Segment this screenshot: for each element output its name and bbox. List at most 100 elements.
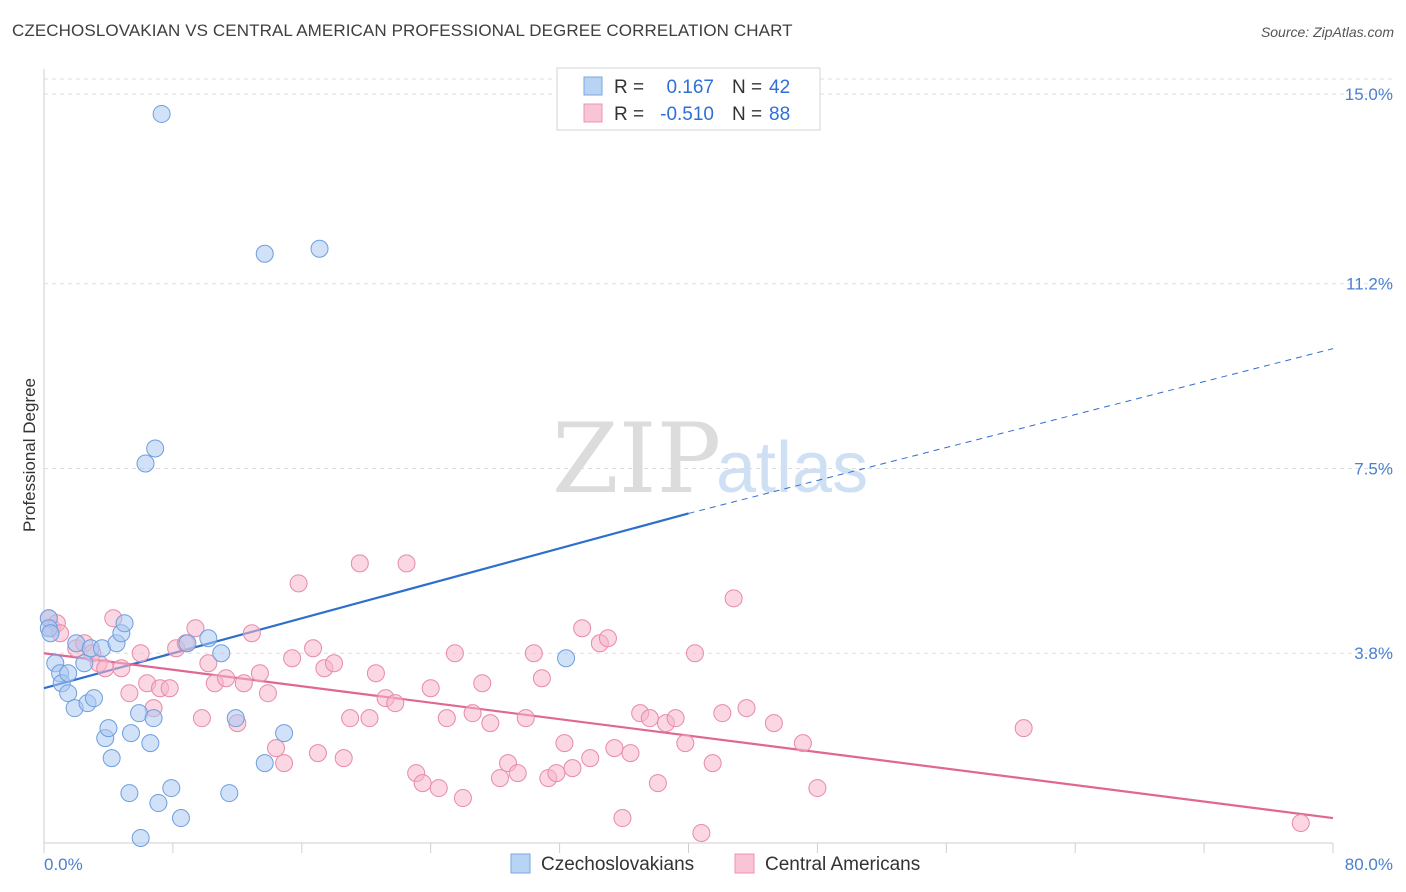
central-american-point [1291,814,1310,833]
czechoslovakian-point [59,684,78,703]
central-american-point [473,674,492,693]
czechoslovakian-point [75,654,94,673]
central-american-point [199,654,218,673]
central-american-point [463,704,482,723]
central-american-point [366,664,385,683]
central-american-point [242,624,261,643]
central-american-point [445,644,464,663]
czechoslovakian-point [102,749,121,768]
central-american-point [555,734,574,753]
czechoslovakian-point [84,689,103,708]
czechoslovakian-point [115,614,134,633]
central-american-point [289,574,308,593]
czechoslovakian-point [557,649,576,668]
central-american-point [508,764,527,783]
x-tick-label-max: 80.0% [1345,855,1393,874]
czechoslovakian-point [41,624,60,643]
central-american-point [547,764,566,783]
central-american-point [429,779,448,798]
y-tick-label: 15.0% [1345,85,1393,104]
central-american-point [234,674,253,693]
bottom-legend-label-1: Czechoslovakians [541,854,694,875]
grid-lines [44,78,1393,654]
central-american-point [453,789,472,808]
central-american-point [613,809,632,828]
czechoslovakian-point [310,239,329,258]
central-american-point [386,694,405,713]
data-points [39,104,1310,848]
central-american-point [160,679,179,698]
central-american-point [360,709,379,728]
legend-n-value-1: 42 [769,77,790,98]
y-tick-label: 3.8% [1354,644,1393,663]
central-american-point [275,754,294,773]
central-american-point [703,754,722,773]
central-american-point [737,699,756,718]
correlation-legend: R = 0.167 N = 42 R = -0.510 N = 88 [556,67,821,131]
legend-n-label-2: N = [732,104,762,125]
central-american-point [186,619,205,638]
central-american-point [573,619,592,638]
central-american-point [192,709,211,728]
central-american-point [640,709,659,728]
central-american-point [764,714,783,733]
central-american-point [516,709,535,728]
central-american-point [581,749,600,768]
central-american-point [325,654,344,673]
czechoslovakian-point [59,664,78,683]
central-american-point [490,769,509,788]
source-label: Source: ZipAtlas.com [1260,24,1394,40]
czechoslovakian-point [255,754,274,773]
chart-title: CZECHOSLOVAKIAN VS CENTRAL AMERICAN PROF… [12,21,793,40]
central-american-point [685,644,704,663]
legend-swatch-blue [583,76,603,96]
watermark: ZIP atlas [552,403,868,515]
czechoslovakian-point [120,784,139,803]
central-american-point [437,709,456,728]
watermark-zip: ZIP [552,403,721,515]
central-american-point [308,744,327,763]
legend-r-label-1: R = [614,77,644,98]
central-american-point [808,779,827,798]
czechoslovakian-point [152,104,171,123]
czechoslovakian-trend-line [43,512,689,690]
central-american-point [524,644,543,663]
central-american-point [112,659,131,678]
czechoslovakian-point [141,734,160,753]
czechoslovakian-point [162,779,181,798]
central-american-point [334,749,353,768]
czechoslovakian-point [212,644,231,663]
central-american-point [413,774,432,793]
central-american-point [648,774,667,793]
czechoslovakian-point [178,634,197,653]
central-american-point [676,734,695,753]
y-tick-label: 11.2% [1346,275,1393,294]
central-american-point [421,679,440,698]
legend-r-value-2: -0.510 [660,104,714,125]
czechoslovakian-point [171,809,190,828]
central-american-point [605,739,624,758]
central-american-point [532,669,551,688]
czechoslovakian-point [275,724,294,743]
czechoslovakian-point [226,709,245,728]
central-american-point [217,669,236,688]
legend-r-label-2: R = [614,104,644,125]
central-american-point [250,664,269,683]
czechoslovakian-point [199,629,218,648]
czechoslovakian-point [131,829,150,848]
central-american-point [131,644,150,663]
central-american-point [666,709,685,728]
central-american-point [283,649,302,668]
bottom-legend-swatch-pink [734,853,755,874]
czechoslovakian-point [144,709,163,728]
central-american-point [304,639,323,658]
axes [43,69,1334,853]
czechoslovakian-point [99,719,118,738]
legend-n-label-1: N = [732,77,762,98]
central-american-point [96,659,115,678]
central-american-point [1014,719,1033,738]
watermark-atlas: atlas [716,428,868,508]
bottom-legend-swatch-blue [510,853,531,874]
central-american-point [120,684,139,703]
